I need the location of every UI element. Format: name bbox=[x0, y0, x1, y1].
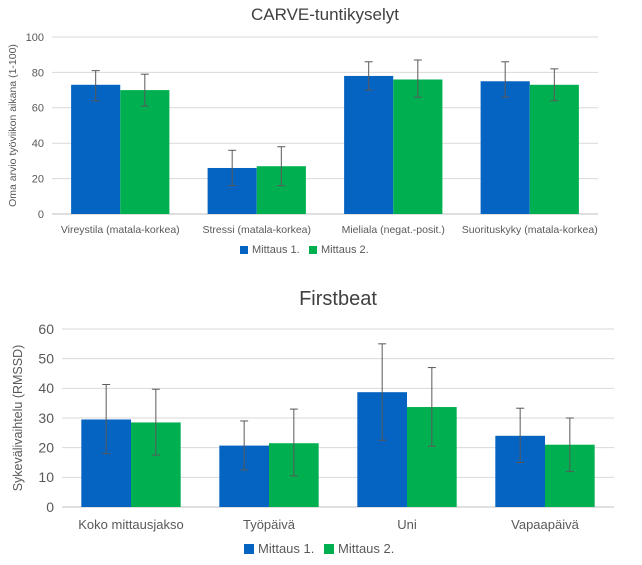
y-tick-label: 60 bbox=[32, 103, 44, 115]
legend: Mittaus 1. Mittaus 2. bbox=[240, 244, 369, 256]
chart-2: Firstbeat 0 10 20 30 40 50 60 Sykevälivaihtelu (… bbox=[11, 288, 614, 556]
legend-label: Mittaus 2. bbox=[321, 244, 369, 256]
bar bbox=[480, 81, 530, 214]
x-tick-label: Vireystila (matala-korkea) bbox=[61, 224, 180, 236]
y-tick-label: 20 bbox=[38, 440, 54, 456]
x-tick-label: Stressi (matala-korkea) bbox=[202, 224, 311, 236]
y-axis-label: Oma arvio työviikon aikana (1-100) bbox=[7, 44, 19, 207]
y-tick-label: 0 bbox=[46, 499, 54, 515]
legend-swatch bbox=[244, 544, 254, 554]
chart-1: CARVE-tuntikyselyt 0 20 40 60 80 100 Oma arvio … bbox=[7, 5, 598, 256]
bar bbox=[529, 84, 579, 214]
legend-label: Mittaus 2. bbox=[338, 541, 394, 556]
x-tick-label: Suorituskyky (matala-korkea) bbox=[462, 224, 598, 236]
x-tick-label: Työpäivä bbox=[243, 517, 296, 532]
legend-swatch bbox=[240, 246, 248, 254]
y-tick-label: 20 bbox=[32, 173, 44, 185]
bar bbox=[344, 75, 394, 214]
y-tick-label: 100 bbox=[26, 32, 44, 44]
legend-swatch bbox=[309, 246, 317, 254]
x-tick-label: Vapaapäivä bbox=[511, 517, 579, 532]
y-tick-label: 60 bbox=[38, 321, 54, 337]
x-tick-label: Koko mittausjakso bbox=[78, 517, 184, 532]
bar bbox=[120, 90, 170, 214]
y-axis-label: Sykevälivaihtelu (RMSSD) bbox=[11, 345, 25, 492]
chart-title: Firstbeat bbox=[299, 288, 377, 310]
x-tick-label: Uni bbox=[397, 517, 417, 532]
y-tick-label: 80 bbox=[32, 67, 44, 79]
y-tick-label: 50 bbox=[38, 351, 54, 367]
y-tick-label: 0 bbox=[38, 209, 44, 221]
y-tick-label: 10 bbox=[38, 469, 54, 485]
legend: Mittaus 1. Mittaus 2. bbox=[244, 541, 394, 556]
legend-label: Mittaus 1. bbox=[258, 541, 314, 556]
legend-label: Mittaus 1. bbox=[252, 244, 300, 256]
y-tick-label: 40 bbox=[32, 138, 44, 150]
chart-title: CARVE-tuntikyselyt bbox=[251, 5, 399, 24]
bar bbox=[393, 79, 443, 214]
legend-swatch bbox=[324, 544, 334, 554]
y-tick-label: 30 bbox=[38, 410, 54, 426]
y-tick-label: 40 bbox=[38, 380, 54, 396]
bar bbox=[71, 84, 121, 214]
x-tick-label: Mieliala (negat.-posit.) bbox=[342, 224, 445, 236]
